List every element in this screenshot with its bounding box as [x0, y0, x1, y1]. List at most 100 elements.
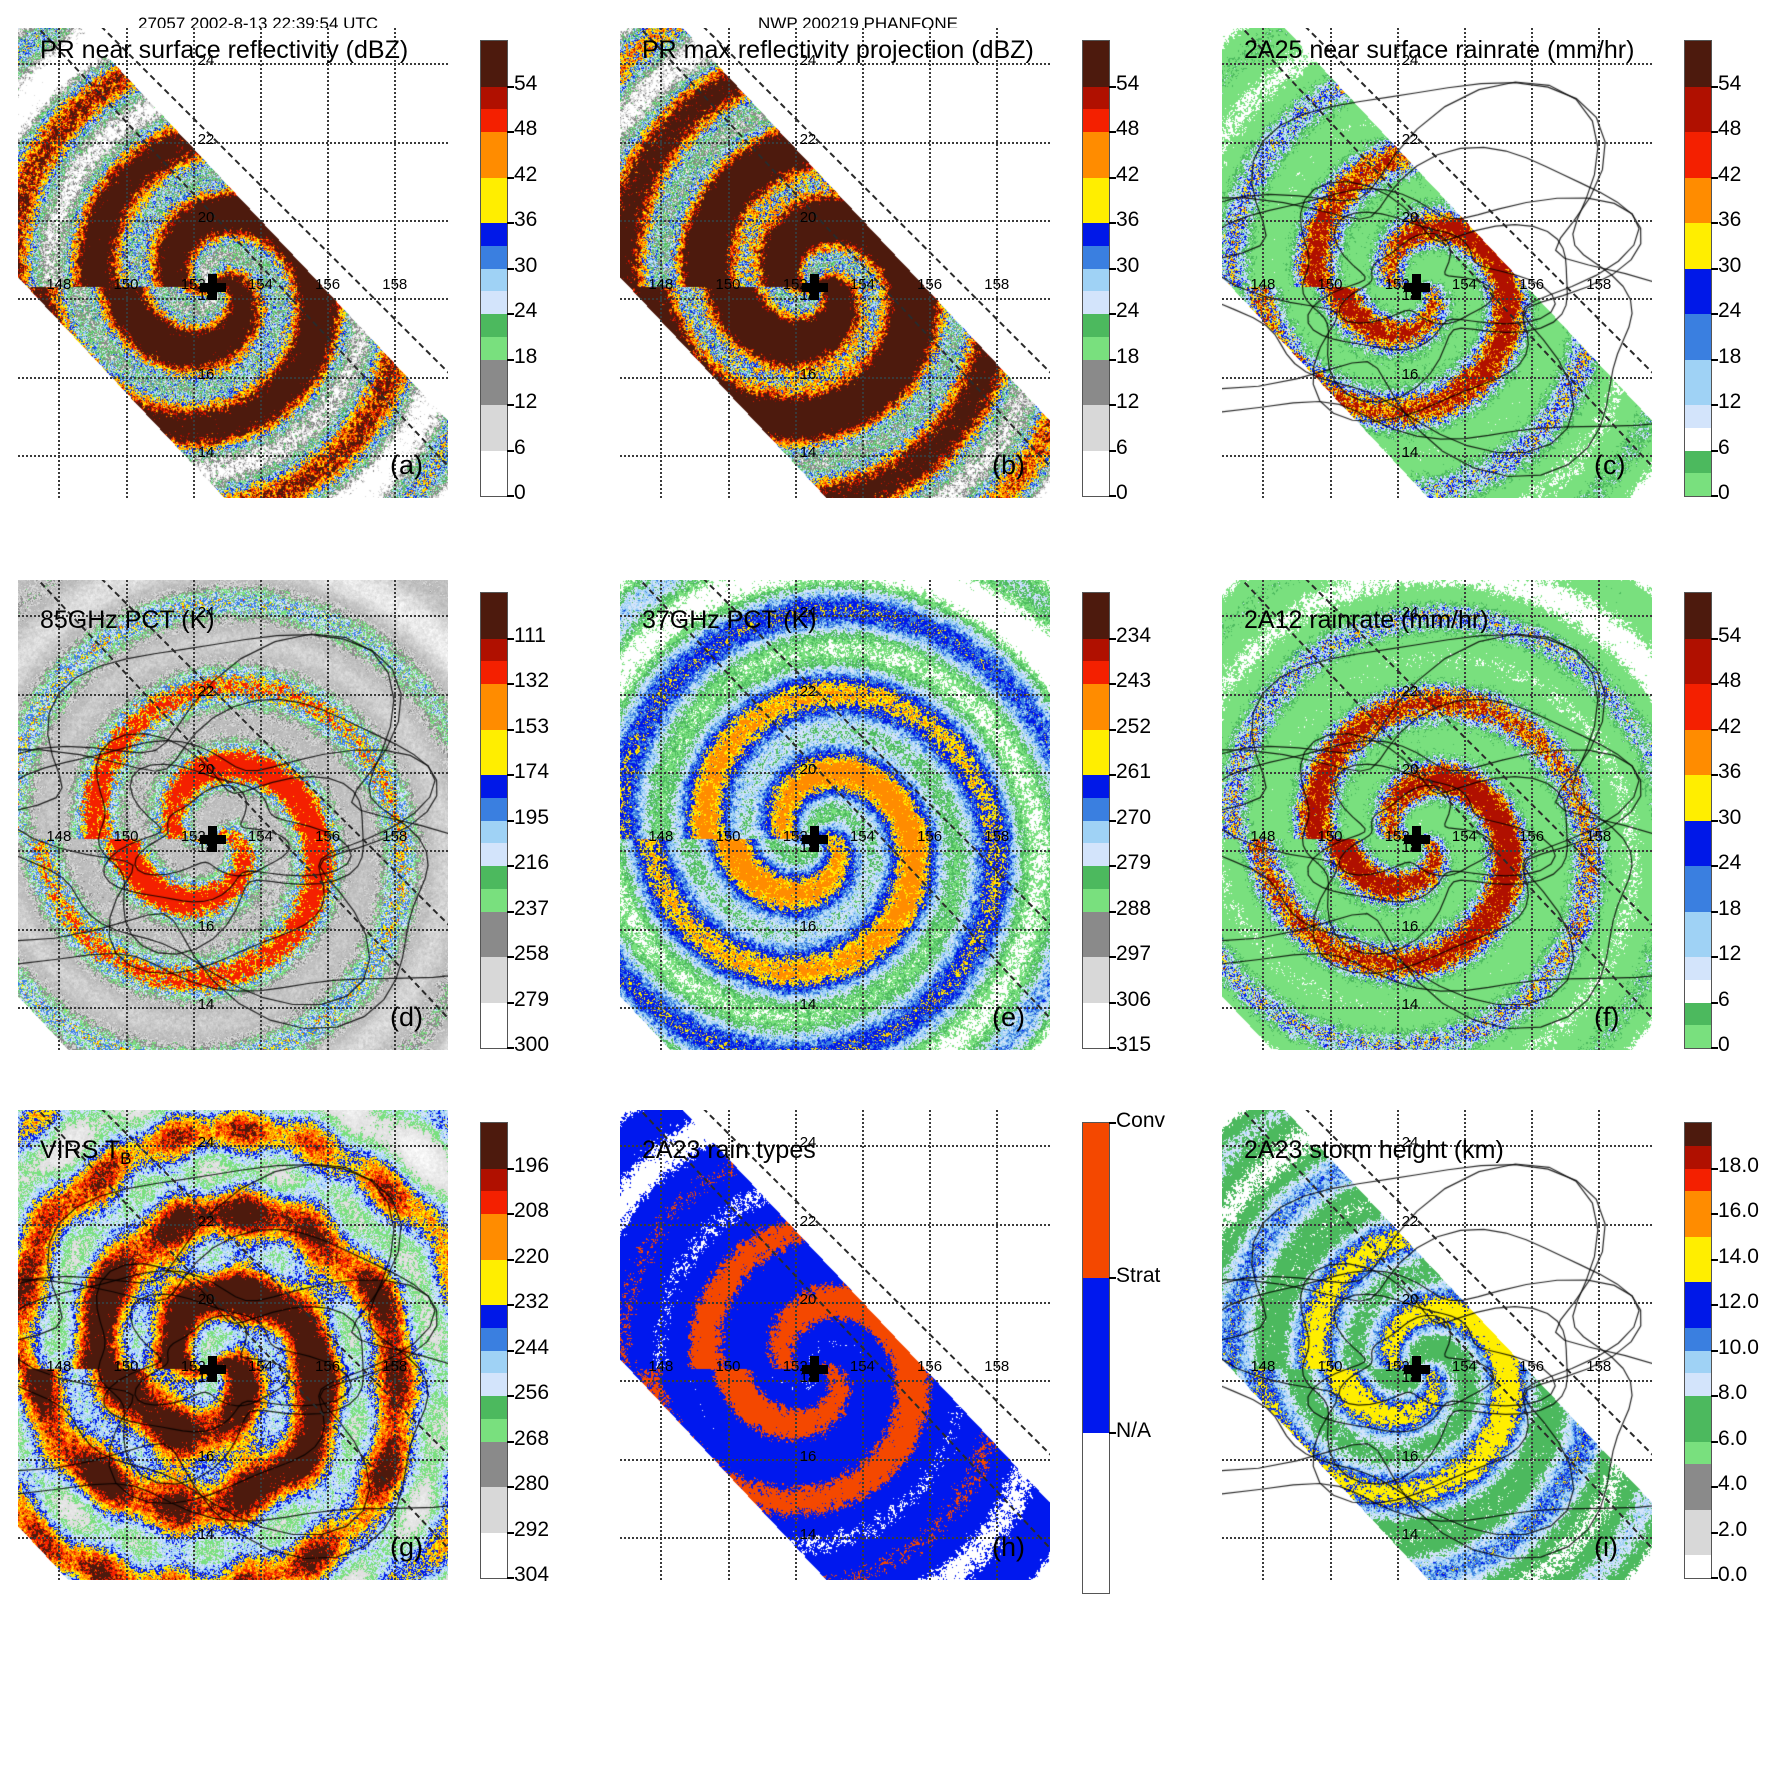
colorbar-segment — [481, 109, 507, 132]
parallel-20 — [1222, 1301, 1652, 1304]
lon-tick-label: 158 — [382, 276, 408, 294]
colorbar-segment — [1685, 820, 1711, 844]
parallel-20 — [18, 1301, 448, 1304]
lon-tick-label: 158 — [1586, 276, 1612, 294]
parallel-14 — [18, 454, 448, 457]
lat-tick-label: 20 — [1401, 208, 1419, 226]
panel-c: 148 150 152 154 156 158 24 22 20 18 16 14 2A25 near … — [1222, 28, 1771, 538]
lon-tick-label: 150 — [113, 1358, 139, 1376]
panel-i: 148 150 152 154 156 158 24 22 20 18 16 14 2A23 storm… — [1222, 1110, 1771, 1620]
colorbar-segment — [1685, 427, 1711, 451]
colorbar-segment — [481, 1002, 507, 1026]
panel-title-text: PR max reflectivity projection (dBZ) — [642, 36, 1034, 64]
panel-title-c: 2A25 near surface rainrate (mm/hr) — [1244, 36, 1634, 65]
colorbar-tick-label: 6 — [1718, 987, 1730, 1011]
lon-tick-label: 152 — [180, 276, 206, 294]
panel-h: 148 150 152 154 156 158 24 22 20 18 16 14 2A23 rain … — [620, 1109, 1180, 1620]
lat-tick-label: 24 — [799, 52, 817, 70]
panel-title-text: 37GHz PCT (K) — [642, 606, 817, 634]
colorbar-tick — [1711, 1167, 1718, 1170]
lon-tick-label: 152 — [1384, 828, 1410, 846]
lon-tick-label: 152 — [782, 276, 808, 294]
colorbar-tick-label: 279 — [514, 987, 550, 1011]
colorbar-tick — [1711, 956, 1718, 958]
parallel-20 — [1222, 219, 1652, 222]
colorbar-segment — [1685, 1259, 1711, 1283]
lat-tick-label: 16 — [1401, 1447, 1419, 1465]
colorbar-tick-label: 48 — [1718, 117, 1742, 140]
colorbar-segment — [1685, 1396, 1711, 1419]
colorbar-tick-label: 42 — [1718, 162, 1742, 186]
lon-tick-label: 150 — [715, 276, 741, 294]
panel-label-i: (i) — [1594, 1532, 1618, 1562]
meridian-158 — [996, 28, 999, 498]
lon-tick-label: 154 — [247, 276, 273, 294]
colorbar-segment — [1685, 1487, 1711, 1510]
colorbar-tick-label: 243 — [1116, 669, 1152, 692]
panel-title-subscript: B — [120, 1149, 132, 1168]
colorbar-segment — [481, 1464, 507, 1487]
colorbar-tick-label: 18 — [1718, 344, 1742, 368]
colorbar-segment — [1685, 109, 1711, 132]
panel-b: 148 150 152 154 156 158 24 22 20 18 16 14 PR max ref… — [620, 28, 1180, 538]
colorbar-segment — [1083, 615, 1109, 639]
colorbar-tick — [1711, 495, 1718, 497]
colorbar-tick-label: 12 — [1116, 390, 1140, 413]
panel-label-e: (e) — [992, 1002, 1025, 1032]
colorbar-segment — [1685, 684, 1711, 707]
meridian-148 — [58, 1110, 61, 1580]
colorbar-tick — [1109, 313, 1116, 315]
meridian-150 — [125, 580, 128, 1050]
colorbar-tick — [1109, 1122, 1116, 1124]
panel-a: 148 150 152 154 156 158 24 22 20 18 16 14 PR near su… — [18, 28, 578, 538]
colorbar-tick — [1711, 267, 1718, 270]
colorbar-tick-label: 196 — [514, 1153, 550, 1177]
lon-tick-label: 154 — [1451, 828, 1477, 846]
panel-g: 148 150 152 154 156 158 24 22 20 18 16 14 VIRS TB (g)… — [18, 1110, 578, 1620]
lon-tick-label: 148 — [46, 1358, 72, 1376]
colorbar-tick — [1109, 222, 1116, 224]
meridian-150 — [125, 28, 128, 498]
lon-tick-label: 158 — [984, 828, 1010, 846]
storm-center-marker — [1403, 1355, 1430, 1382]
colorbar-segment — [1083, 336, 1109, 360]
colorbar-segment — [481, 820, 507, 844]
colorbar-segment — [1083, 866, 1109, 889]
colorbar-segment — [1083, 268, 1109, 292]
meridian-154 — [861, 1110, 864, 1580]
lat-tick-label: 20 — [1401, 1290, 1419, 1308]
lon-tick-label: 150 — [1317, 276, 1343, 294]
colorbar-tick — [1711, 85, 1718, 88]
storm-center-marker — [801, 1355, 828, 1382]
colorbar-segment — [481, 638, 507, 662]
lat-tick-label: 16 — [1401, 917, 1419, 935]
colorbar-tick-label: 12 — [1718, 942, 1742, 965]
colorbar-tick-label: 132 — [514, 669, 550, 692]
meridian-156 — [327, 1110, 330, 1580]
colorbar-segment — [1685, 1305, 1711, 1328]
colorbar-tick-label: 48 — [1718, 669, 1742, 692]
panel-title-text: 2A23 storm height (km) — [1244, 1136, 1504, 1164]
colorbar-tick — [507, 222, 514, 224]
colorbar-segment — [481, 797, 507, 821]
colorbar-tick — [507, 131, 514, 133]
colorbar-tick — [507, 637, 514, 640]
colorbar-tick-label: 24 — [514, 299, 538, 322]
colorbar-tick — [1109, 176, 1116, 179]
colorbar-segment — [481, 706, 507, 730]
colorbar-i — [1684, 1122, 1712, 1579]
meridian-152 — [192, 580, 195, 1050]
colorbar-segment — [1685, 177, 1711, 201]
parallel-24 — [18, 615, 448, 618]
meridian-158 — [394, 1110, 397, 1580]
colorbar-tick — [507, 1349, 514, 1352]
lat-tick-label: 14 — [799, 443, 817, 461]
colorbar-segment — [481, 1236, 507, 1260]
colorbar-segment — [1685, 154, 1711, 178]
lat-tick-label: 22 — [799, 682, 817, 700]
colorbar-segment — [481, 1418, 507, 1442]
colorbar-segment — [1083, 427, 1109, 451]
panel-label-h: (h) — [992, 1532, 1025, 1562]
lat-tick-label: 16 — [799, 917, 817, 935]
meridian-152 — [794, 580, 797, 1050]
